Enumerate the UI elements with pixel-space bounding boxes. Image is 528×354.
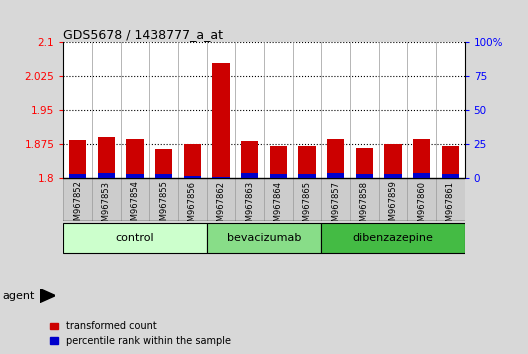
Bar (206, 223, 322, 253)
Text: GSM967865: GSM967865 (303, 181, 312, 232)
Bar (384, 174, 402, 178)
Bar (298, 146, 316, 178)
Text: GSM967863: GSM967863 (245, 181, 254, 232)
Bar (98, 173, 115, 178)
Bar (241, 173, 258, 178)
Bar (212, 177, 230, 178)
Text: GDS5678 / 1438777_a_at: GDS5678 / 1438777_a_at (63, 28, 223, 41)
Bar (298, 174, 316, 178)
Bar (155, 149, 172, 178)
Text: GSM967854: GSM967854 (130, 181, 139, 232)
Bar (126, 138, 144, 178)
Text: GSM967864: GSM967864 (274, 181, 283, 232)
Bar (241, 141, 258, 178)
Bar (69, 140, 86, 178)
Text: dibenzazepine: dibenzazepine (353, 233, 433, 243)
Bar (155, 174, 172, 178)
Text: control: control (116, 233, 154, 243)
Text: GSM967853: GSM967853 (102, 181, 111, 232)
Text: GSM967855: GSM967855 (159, 181, 168, 232)
Bar (184, 176, 201, 178)
Bar (270, 174, 287, 178)
Text: bevacizumab: bevacizumab (227, 233, 301, 243)
Text: GSM967852: GSM967852 (73, 181, 82, 232)
Bar (442, 146, 459, 178)
Bar (98, 137, 115, 178)
Bar (356, 148, 373, 178)
Legend: transformed count, percentile rank within the sample: transformed count, percentile rank withi… (47, 319, 233, 349)
Bar (184, 144, 201, 178)
Bar (126, 174, 144, 178)
Bar (413, 173, 430, 178)
Bar (413, 138, 430, 178)
Bar (384, 144, 402, 178)
Bar (69, 174, 86, 178)
Text: GSM967859: GSM967859 (389, 181, 398, 232)
Polygon shape (40, 289, 55, 303)
Bar (270, 146, 287, 178)
Text: GSM967857: GSM967857 (331, 181, 340, 232)
Bar (212, 63, 230, 178)
Text: GSM967860: GSM967860 (417, 181, 426, 232)
Bar (327, 138, 344, 178)
Bar (63, 223, 206, 253)
Bar (442, 174, 459, 178)
Text: GSM967858: GSM967858 (360, 181, 369, 232)
Text: agent: agent (3, 291, 35, 301)
Text: GSM967862: GSM967862 (216, 181, 225, 232)
Text: GSM967861: GSM967861 (446, 181, 455, 232)
Bar (322, 223, 465, 253)
Text: GSM967856: GSM967856 (188, 181, 197, 232)
Bar (327, 173, 344, 178)
Bar (356, 174, 373, 178)
